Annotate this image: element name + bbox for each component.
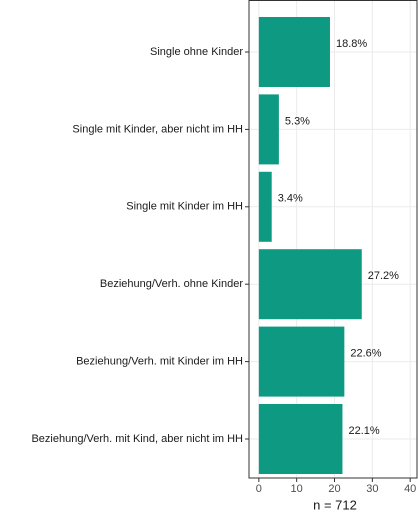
data-label: 22.1% xyxy=(348,425,379,437)
y-tick-label: Single mit Kinder im HH xyxy=(126,201,243,213)
x-tick-label: 0 xyxy=(256,483,262,495)
y-tick-label: Beziehung/Verh. mit Kind, aber nicht im … xyxy=(31,433,243,445)
data-label: 18.8% xyxy=(336,38,367,50)
bar xyxy=(258,404,343,474)
bar xyxy=(258,94,279,165)
data-label: 5.3% xyxy=(285,115,310,127)
panel-border xyxy=(248,0,418,479)
y-tick-label: Beziehung/Verh. ohne Kinder xyxy=(100,278,243,290)
data-label: 3.4% xyxy=(278,193,303,205)
x-axis-label: n = 712 xyxy=(313,497,357,512)
data-label: 27.2% xyxy=(368,270,399,282)
bar xyxy=(258,17,330,87)
x-tick-label: 10 xyxy=(291,483,303,495)
bar xyxy=(258,249,362,320)
x-tick-label: 30 xyxy=(366,483,378,495)
bar xyxy=(258,326,345,397)
y-tick-label: Single mit Kinder, aber nicht im HH xyxy=(72,123,243,135)
x-tick-label: 20 xyxy=(328,483,340,495)
y-tick-label: Single ohne Kinder xyxy=(150,46,243,58)
data-label: 22.6% xyxy=(350,348,381,360)
x-tick-label: 40 xyxy=(404,483,416,495)
bar xyxy=(258,171,272,242)
y-tick-label: Beziehung/Verh. mit Kinder im HH xyxy=(76,356,243,368)
